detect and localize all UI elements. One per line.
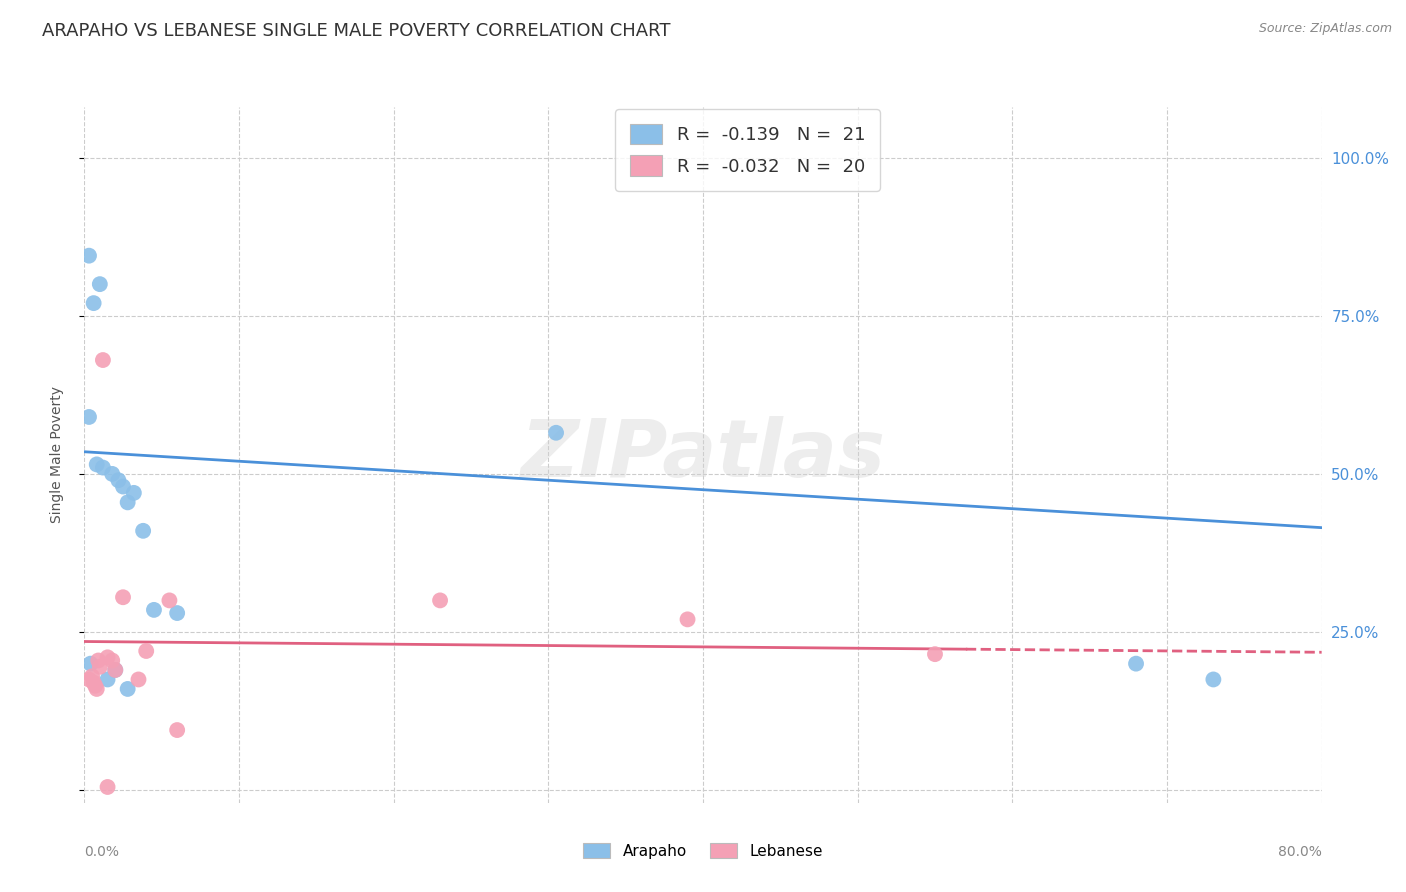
Point bbox=[89, 660, 111, 674]
Point bbox=[87, 653, 110, 667]
Point bbox=[132, 524, 155, 538]
Point bbox=[166, 723, 188, 737]
Point bbox=[112, 479, 135, 493]
Point bbox=[117, 495, 139, 509]
Legend: Arapaho, Lebanese: Arapaho, Lebanese bbox=[576, 837, 830, 864]
Point bbox=[117, 681, 139, 696]
Point bbox=[86, 458, 108, 472]
Point bbox=[83, 675, 105, 690]
Point bbox=[107, 473, 129, 487]
Point bbox=[101, 467, 124, 481]
Point bbox=[91, 460, 114, 475]
Point bbox=[86, 681, 108, 696]
Point bbox=[77, 673, 100, 687]
Point bbox=[97, 780, 120, 794]
Point bbox=[128, 673, 150, 687]
Point bbox=[89, 277, 111, 292]
Point bbox=[1202, 673, 1225, 687]
Point bbox=[429, 593, 451, 607]
Point bbox=[1125, 657, 1147, 671]
Point bbox=[91, 353, 114, 368]
Point bbox=[101, 653, 124, 667]
Point bbox=[135, 644, 157, 658]
Point bbox=[79, 657, 101, 671]
Point bbox=[104, 663, 127, 677]
Text: ZIPatlas: ZIPatlas bbox=[520, 416, 886, 494]
Point bbox=[112, 591, 135, 605]
Point bbox=[97, 650, 120, 665]
Point bbox=[97, 673, 120, 687]
Point bbox=[924, 647, 946, 661]
Text: 80.0%: 80.0% bbox=[1278, 845, 1322, 858]
Point bbox=[122, 486, 145, 500]
Point bbox=[77, 249, 100, 263]
Point bbox=[82, 669, 104, 683]
Point bbox=[546, 425, 568, 440]
Point bbox=[83, 296, 105, 310]
Text: Source: ZipAtlas.com: Source: ZipAtlas.com bbox=[1258, 22, 1392, 36]
Point bbox=[676, 612, 699, 626]
Text: 0.0%: 0.0% bbox=[84, 845, 120, 858]
Point bbox=[166, 606, 188, 620]
Point bbox=[159, 593, 181, 607]
Point bbox=[143, 603, 166, 617]
Point bbox=[77, 409, 100, 424]
Point bbox=[104, 663, 127, 677]
Y-axis label: Single Male Poverty: Single Male Poverty bbox=[49, 386, 63, 524]
Point bbox=[84, 679, 107, 693]
Text: ARAPAHO VS LEBANESE SINGLE MALE POVERTY CORRELATION CHART: ARAPAHO VS LEBANESE SINGLE MALE POVERTY … bbox=[42, 22, 671, 40]
